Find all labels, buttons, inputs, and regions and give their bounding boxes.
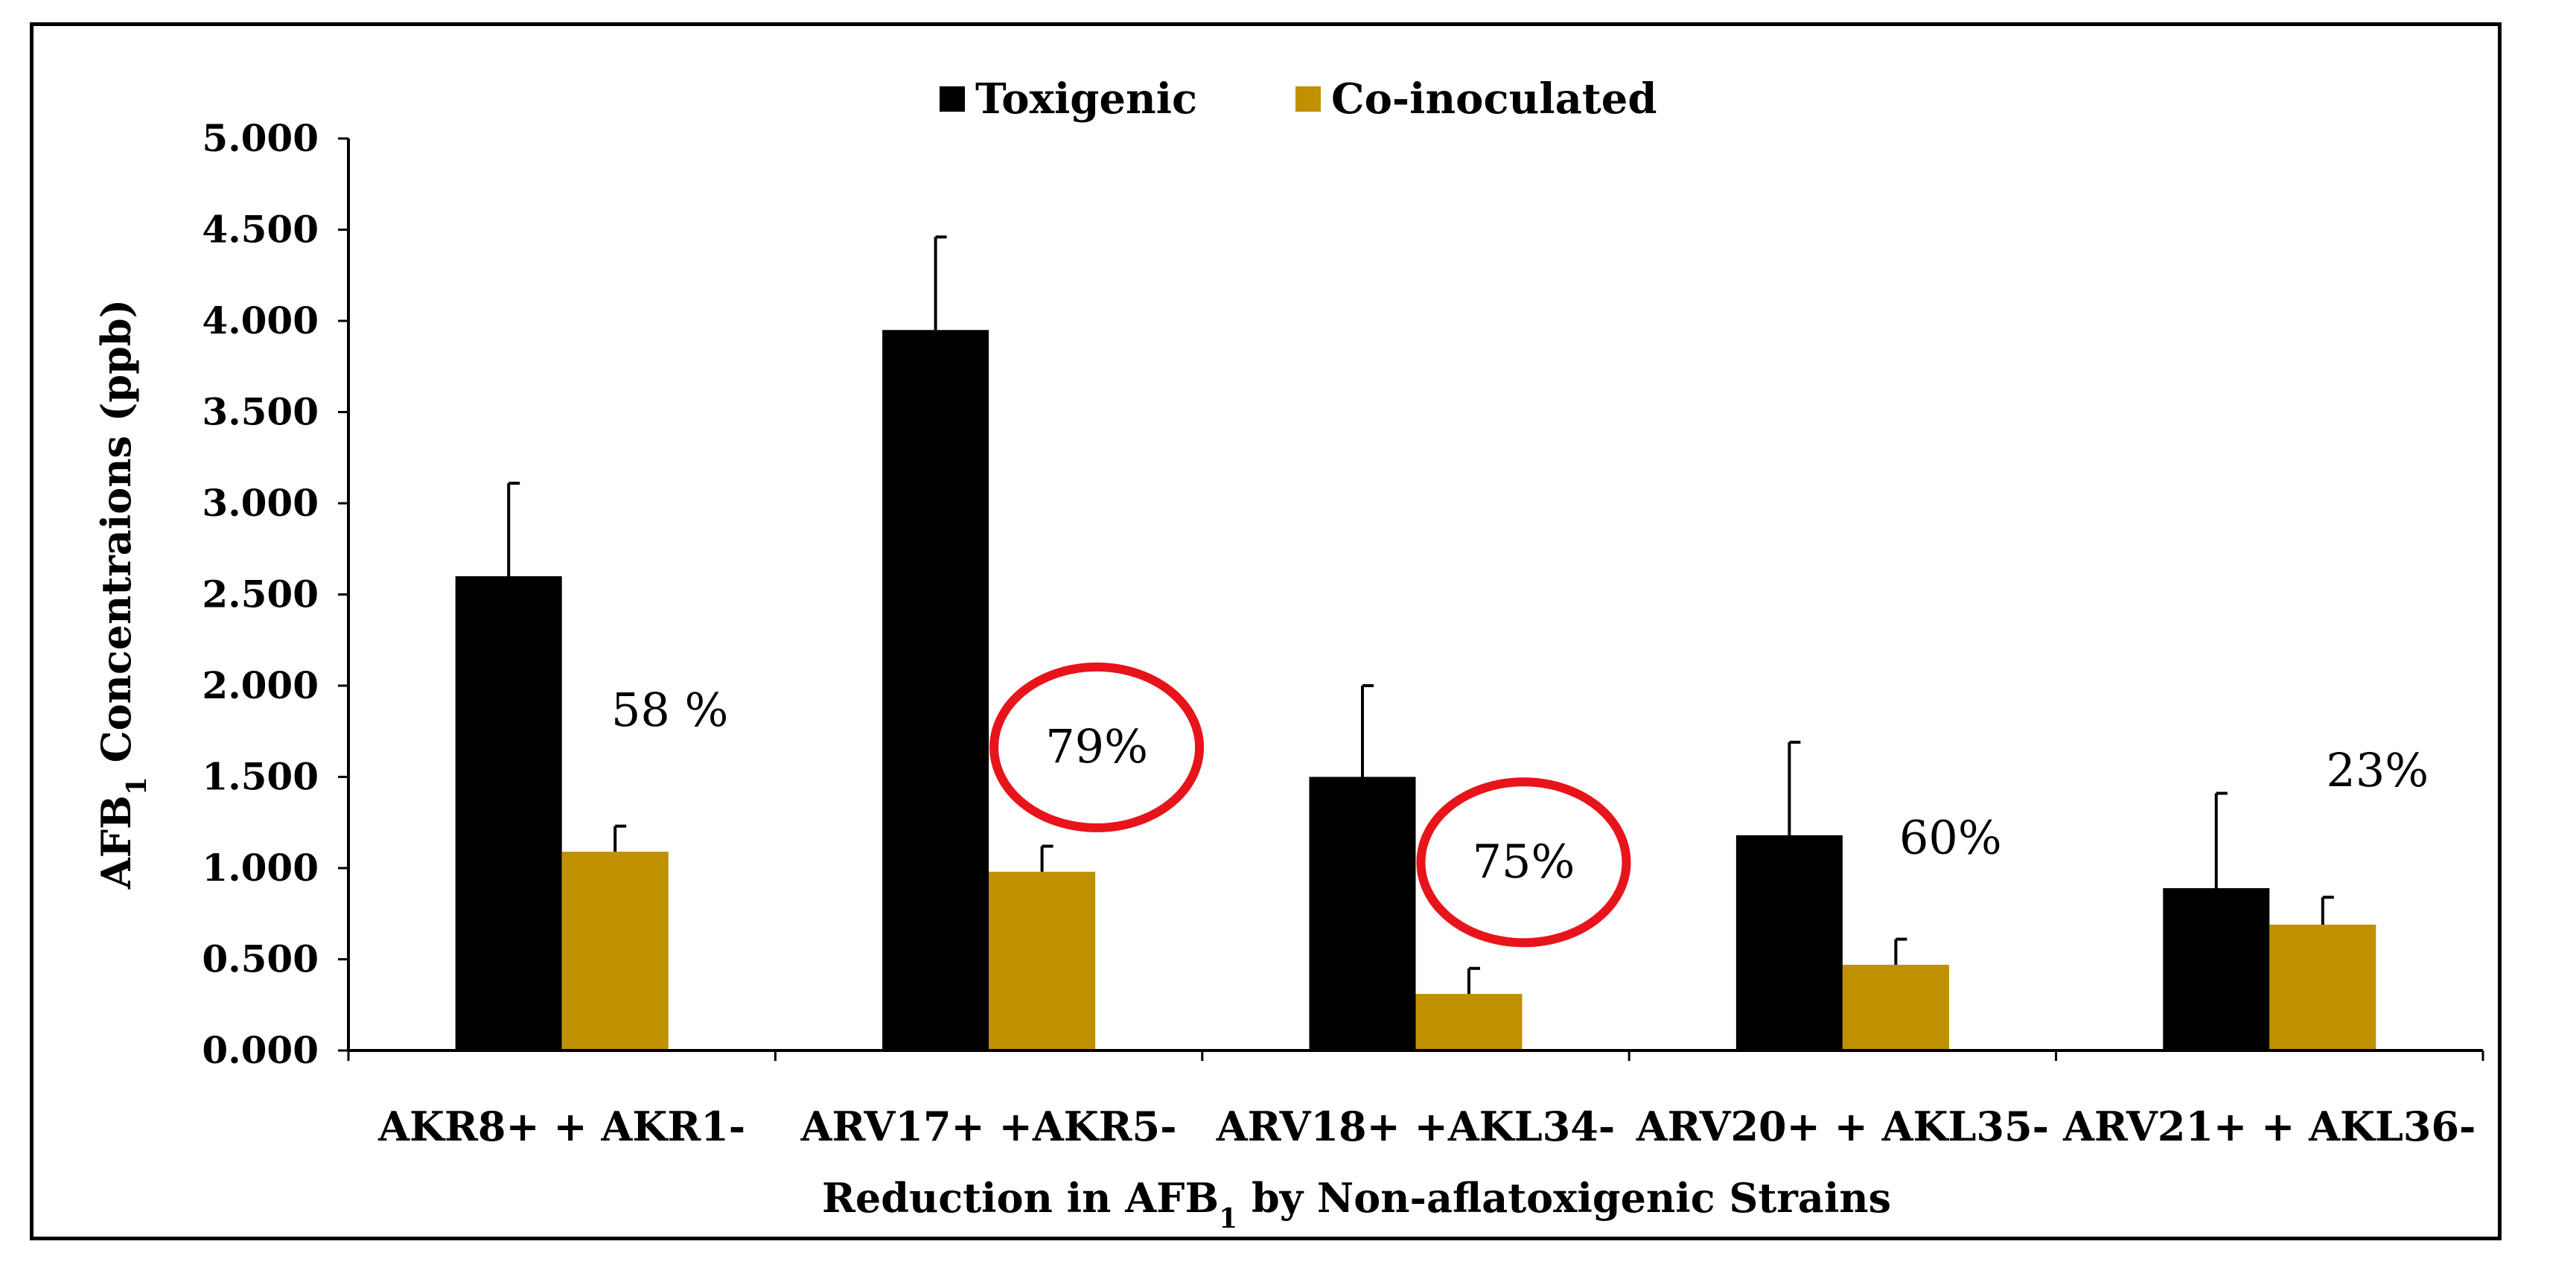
x-axis-title-main: Reduction in AFB (822, 1174, 1219, 1222)
y-tick-label: 3.500 (202, 390, 319, 434)
x-category-label-arv17-akr5: ARV17+ +AKR5- (800, 1103, 1177, 1150)
x-category-label-arv18-akl34: ARV18+ +AKL34- (1216, 1103, 1616, 1150)
bar-toxigenic-akr8-akr1 (455, 576, 562, 1050)
bar-co-inoculated-arv18-akl34 (1415, 994, 1523, 1050)
reduction-label-arv18-akl34: 75% (1473, 834, 1575, 888)
bar-toxigenic-arv17-akr5 (882, 330, 989, 1050)
bar-toxigenic-arv18-akl34 (1309, 777, 1416, 1050)
chart-frame (30, 22, 2502, 1240)
y-axis-title-main: AFB (92, 795, 140, 890)
reduction-label-arv17-akr5: 79% (1045, 719, 1148, 774)
legend-swatch-co-inoculated (1295, 86, 1321, 112)
y-axis-title: AFB1 Concentraions (ppb) (92, 299, 153, 890)
bar-co-inoculated-arv17-akr5 (989, 871, 1096, 1050)
y-axis-title-suffix: Concentraions (ppb) (92, 299, 140, 777)
reduction-label-akr8-akr1: 58 % (611, 683, 729, 737)
x-axis-title-subscript: 1 (1219, 1203, 1237, 1234)
y-tick-label: 1.000 (202, 846, 319, 890)
error-bar-toxigenic-akr8-akr1 (507, 482, 520, 576)
error-bar-toxigenic-arv20-akl35 (1788, 740, 1801, 835)
error-bar-toxigenic-arv18-akl34 (1361, 684, 1374, 777)
x-category-label-arv21-akl36: ARV21+ + AKL36- (2062, 1103, 2475, 1150)
legend-label-co-inoculated: Co-inoculated (1331, 74, 1657, 124)
bar-co-inoculated-arv20-akl35 (1842, 964, 1949, 1050)
bar-co-inoculated-arv21-akl36 (2269, 924, 2376, 1050)
y-tick-label: 0.000 (202, 1028, 319, 1072)
y-tick-label: 5.000 (202, 116, 319, 160)
x-axis-title-suffix: by Non-aflatoxigenic Strains (1237, 1174, 1891, 1222)
y-tick-label: 2.000 (202, 663, 319, 707)
bar-co-inoculated-akr8-akr1 (561, 851, 669, 1050)
legend-label-toxigenic: Toxigenic (975, 74, 1197, 124)
error-bar-toxigenic-arv21-akl36 (2214, 791, 2228, 888)
reduction-label-arv20-akl35: 60% (1899, 810, 2002, 864)
y-tick-label: 4.500 (202, 208, 319, 252)
error-bar-co-inoculated-akr8-akr1 (613, 824, 627, 852)
bar-toxigenic-arv20-akl35 (1735, 835, 1843, 1050)
highlight-circle-79 (989, 662, 1205, 832)
bar-toxigenic-arv21-akl36 (2163, 887, 2270, 1050)
x-category-label-arv20-akl35: ARV20+ + AKL35- (1636, 1103, 2049, 1150)
error-bar-co-inoculated-arv18-akl34 (1467, 966, 1480, 995)
error-bar-co-inoculated-arv20-akl35 (1894, 937, 1907, 965)
y-tick-label: 4.000 (202, 299, 319, 342)
x-category-label-akr8-akr1: AKR8+ + AKR1- (377, 1103, 745, 1150)
y-tick-label: 0.500 (202, 937, 319, 981)
y-tick-label: 1.500 (202, 755, 319, 799)
x-axis-title: Reduction in AFB1 by Non-aflatoxigenic S… (822, 1174, 1891, 1234)
y-tick-label: 2.500 (202, 573, 319, 616)
y-axis-title-subscript: 1 (121, 777, 153, 795)
error-bar-co-inoculated-arv17-akr5 (1040, 844, 1053, 872)
legend-swatch-toxigenic (940, 86, 965, 112)
error-bar-co-inoculated-arv21-akl36 (2321, 896, 2334, 925)
y-tick-label: 3.000 (202, 481, 319, 525)
highlight-circle-75 (1416, 777, 1631, 948)
legend: Toxigenic Co-inoculated (940, 74, 1657, 124)
reduction-label-arv21-akl36: 23% (2326, 743, 2429, 797)
error-bar-toxigenic-arv17-akr5 (934, 235, 947, 331)
